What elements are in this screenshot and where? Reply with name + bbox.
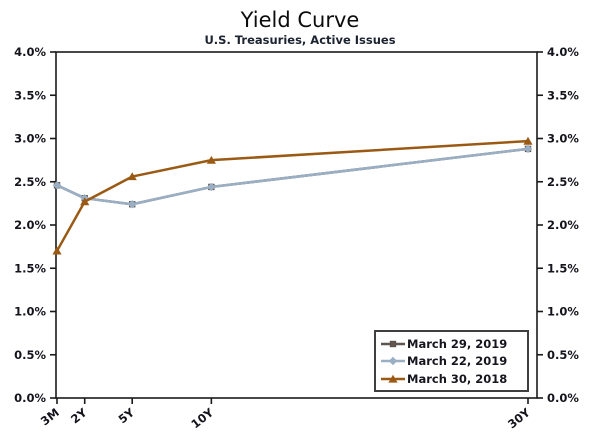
data-point-marker xyxy=(523,136,533,145)
legend-label: March 30, 2018 xyxy=(407,371,508,386)
legend-item-march-30-2018: March 30, 2018 xyxy=(380,372,523,386)
x-tick-label: 2Y xyxy=(68,405,90,426)
y-tick-label-right: 1.0% xyxy=(547,305,579,319)
y-tick-label-right: 0.5% xyxy=(547,348,579,362)
y-tick-label-left: 3.0% xyxy=(14,132,46,146)
y-tick-label-left: 2.5% xyxy=(14,175,46,189)
y-tick-label-right: 1.5% xyxy=(547,261,579,275)
y-axis-labels-left: 0.0% 0.5% 1.0% 1.5% 2.0% 2.5% 3.0% 3.5% 4.0% xyxy=(14,45,46,405)
data-point-marker xyxy=(207,182,216,192)
y-tick-label-left: 1.5% xyxy=(14,261,46,275)
y-axis-ticks xyxy=(50,51,543,399)
data-point-marker xyxy=(523,144,533,154)
x-tick-label: 3M xyxy=(38,405,62,428)
y-tick-label-right: 2.5% xyxy=(547,175,579,189)
y-tick-label-right: 0.0% xyxy=(547,391,579,405)
data-series xyxy=(52,136,533,255)
y-tick-label-left: 4.0% xyxy=(14,45,46,59)
y-tick-label-left: 0.5% xyxy=(14,348,46,362)
legend-item-march-22-2019: March 22, 2019 xyxy=(380,354,523,368)
triangle-marker-icon xyxy=(381,374,405,383)
series-line-march-22-2019 xyxy=(56,147,529,206)
y-tick-label-right: 3.0% xyxy=(547,132,579,146)
data-point-marker xyxy=(52,246,62,255)
square-marker-icon xyxy=(381,340,405,347)
legend-marker xyxy=(389,340,397,347)
x-axis-ticks xyxy=(56,398,529,404)
data-point-marker xyxy=(128,200,137,209)
data-point-marker xyxy=(127,172,137,181)
diamond-marker-icon xyxy=(381,356,405,366)
chart-subtitle: U.S. Treasuries, Active Issues xyxy=(204,33,395,47)
x-tick-label: 10Y xyxy=(188,405,216,431)
x-tick-label: 5Y xyxy=(116,405,138,426)
y-tick-label-left: 0.0% xyxy=(14,391,46,405)
legend-marker xyxy=(388,374,398,383)
y-tick-label-left: 2.0% xyxy=(14,218,46,232)
x-axis-labels: 3M 2Y 5Y 10Y 30Y xyxy=(38,405,533,431)
y-tick-label-left: 3.5% xyxy=(14,88,46,102)
y-tick-label-right: 2.0% xyxy=(547,218,579,232)
legend-item-march-29-2019: March 29, 2019 xyxy=(380,337,523,351)
chart-title: Yield Curve xyxy=(240,8,360,32)
legend-marker xyxy=(388,356,398,366)
legend-label: March 29, 2019 xyxy=(407,336,508,351)
data-point-marker xyxy=(80,197,90,206)
legend-box: March 29, 2019 March 22, 2019 March 30, 20… xyxy=(374,330,529,392)
series-march-22-2019 xyxy=(52,144,533,209)
data-point-marker xyxy=(206,155,216,164)
legend-label: March 22, 2019 xyxy=(407,354,508,368)
y-tick-label-right: 3.5% xyxy=(547,88,579,102)
y-tick-label-right: 4.0% xyxy=(547,45,579,59)
series-march-30-2018 xyxy=(52,136,533,255)
y-tick-label-left: 1.0% xyxy=(14,305,46,319)
y-axis-labels-right: 0.0% 0.5% 1.0% 1.5% 2.0% 2.5% 3.0% 3.5% 4.0% xyxy=(547,45,579,405)
data-point-marker xyxy=(52,181,62,190)
x-tick-label: 30Y xyxy=(505,405,533,431)
